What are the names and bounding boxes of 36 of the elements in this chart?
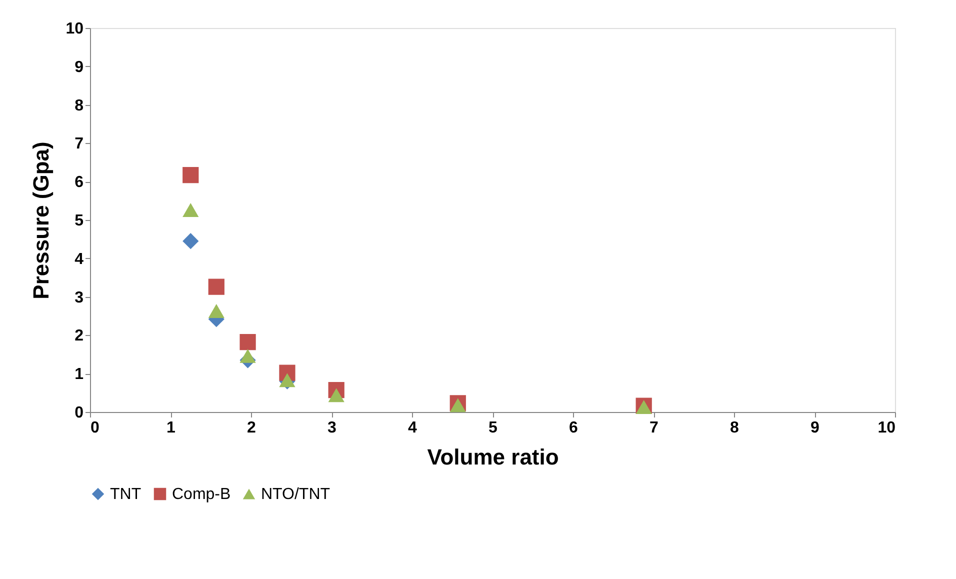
point: [328, 388, 344, 402]
legend-label: TNT: [110, 486, 142, 503]
x-tick-label: 6: [569, 420, 578, 436]
y-tick-label: 0: [74, 404, 84, 422]
y-tick-label: 4: [74, 250, 84, 268]
point: [450, 398, 466, 412]
point: [182, 167, 199, 184]
legend-label: NTO/TNT: [261, 486, 330, 503]
y-tick-label: 7: [74, 136, 84, 153]
legend-label: Comp-B: [172, 486, 231, 503]
point: [208, 304, 224, 318]
x-tick-label: 2: [247, 420, 256, 436]
point: [208, 278, 224, 295]
point: [182, 233, 199, 250]
y-tick-label: 9: [74, 58, 84, 76]
x-tick-label: 0: [90, 420, 100, 436]
point: [240, 334, 256, 350]
x-tick-label: 9: [810, 420, 820, 436]
y-tick-label: 5: [74, 212, 84, 230]
x-tick-label: 8: [730, 420, 740, 436]
y-tick-label: 6: [74, 174, 84, 192]
x-axis-title: Volume ratio: [427, 444, 559, 470]
point: [240, 348, 256, 363]
x-tick-label: 1: [166, 420, 176, 436]
x-tick-label: 4: [408, 420, 418, 436]
y-tick-label: 2: [74, 328, 84, 345]
y-tick-label: 3: [74, 289, 84, 306]
x-tick-label: 5: [488, 420, 498, 436]
y-axis-title: Pressure (Gpa): [28, 142, 54, 300]
point: [182, 203, 199, 217]
x-tick-label: 3: [328, 420, 337, 436]
y-tick-label: 10: [66, 20, 84, 38]
y-tick-label: 1: [74, 366, 84, 384]
x-tick-label: 10: [878, 420, 896, 436]
y-tick-label: 8: [74, 97, 84, 114]
x-tick-label: 7: [650, 420, 659, 436]
